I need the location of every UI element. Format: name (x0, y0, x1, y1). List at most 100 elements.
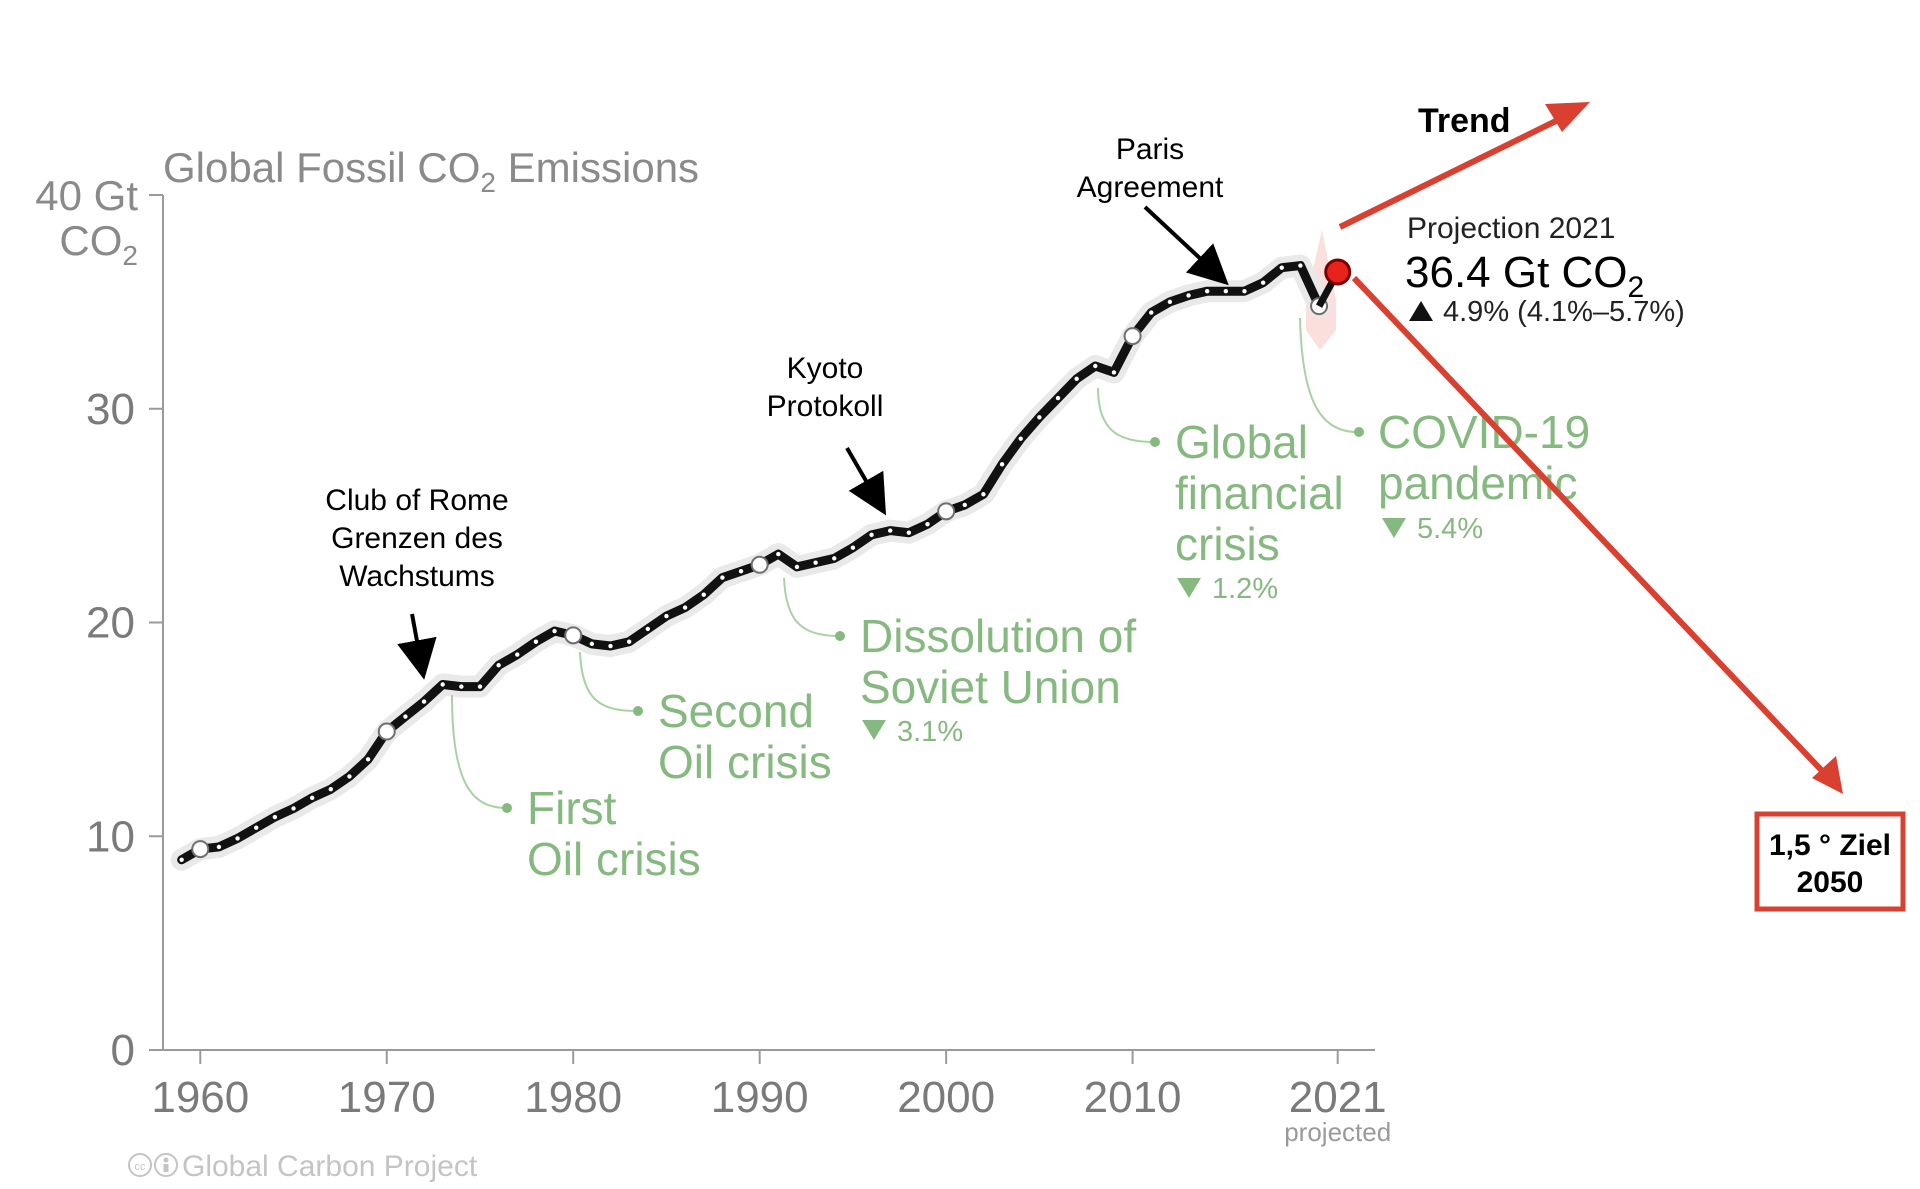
svg-text:Paris: Paris (1116, 133, 1184, 166)
event-second-oil-crisis: Second Oil crisis (579, 651, 832, 788)
event-kyoto: Kyoto Protokoll (767, 352, 887, 516)
year-point (365, 757, 371, 762)
y-tick-label: 20 (86, 599, 135, 648)
year-point (1149, 310, 1154, 315)
year-point (477, 684, 483, 689)
by-icon (154, 1153, 178, 1177)
year-point (254, 825, 259, 830)
event-paris: Paris Agreement (1077, 133, 1229, 286)
year-point (813, 560, 818, 565)
year-point (1204, 288, 1210, 294)
y-tick-label: 10 (86, 812, 135, 861)
covid-decrease-icon (1382, 518, 1406, 538)
event-financial-crisis: Global financial crisis 1.2% (1097, 387, 1344, 605)
event-covid: COVID-19 pandemic 5.4% (1299, 317, 1590, 545)
svg-text:Protokoll: Protokoll (767, 390, 884, 423)
svg-text:Second: Second (658, 685, 814, 737)
projection-label: Projection 2021 (1407, 212, 1615, 245)
year-point (1279, 265, 1284, 270)
event-soviet-union: Dissolution of Soviet Union 3.1% (783, 577, 1136, 748)
year-point (235, 836, 240, 841)
x-tick-label: 2000 (897, 1073, 995, 1122)
cc-icon (128, 1153, 152, 1177)
year-point (906, 530, 912, 535)
year-point (1055, 395, 1061, 401)
year-point (962, 502, 967, 508)
year-point (403, 714, 408, 719)
year-point (328, 787, 334, 792)
svg-text:pandemic: pandemic (1378, 457, 1577, 509)
x-tick-label: 2021 (1289, 1073, 1387, 1122)
x-tick-label: 2010 (1084, 1073, 1182, 1122)
y-ticks: 0 10 20 30 (86, 194, 163, 1075)
soviet-union-decrease-icon (862, 720, 886, 740)
paris-arrow (1143, 205, 1229, 286)
decade-point (564, 626, 583, 645)
year-point (459, 684, 464, 689)
svg-text:First: First (527, 782, 617, 834)
decade-point (1123, 327, 1142, 346)
svg-text:Dissolution of: Dissolution of (860, 610, 1136, 662)
svg-text:2050: 2050 (1797, 866, 1864, 899)
year-point (626, 639, 632, 644)
svg-text:1.2%: 1.2% (1212, 573, 1278, 605)
year-point (925, 521, 930, 527)
svg-text:cc: cc (135, 1161, 147, 1173)
target-arrow (1351, 275, 1843, 794)
year-point (421, 699, 427, 704)
svg-text:Agreement: Agreement (1077, 171, 1224, 204)
year-point (981, 492, 986, 497)
year-point (738, 569, 744, 574)
svg-text:financial: financial (1175, 467, 1344, 519)
projection-change: 4.9% (4.1%–5.7%) (1443, 296, 1685, 328)
year-point (1037, 415, 1042, 420)
chart-title: Global Fossil CO2 Emissions (163, 144, 699, 198)
year-point (869, 532, 874, 538)
x-tick-label: 1980 (524, 1073, 622, 1122)
club-of-rome-arrow (397, 613, 437, 680)
decade-point (377, 722, 396, 741)
year-point (291, 806, 296, 811)
year-point (1074, 376, 1079, 382)
year-point (832, 556, 837, 561)
projection-increase-icon (1409, 301, 1433, 321)
svg-text:Grenzen des: Grenzen des (331, 522, 503, 555)
year-point (179, 857, 184, 862)
year-point (1018, 436, 1023, 441)
year-point (347, 774, 352, 779)
x-tick-note: projected (1284, 1117, 1391, 1147)
svg-text:Kyoto: Kyoto (787, 352, 864, 385)
year-point (440, 682, 445, 687)
year-point (515, 652, 520, 657)
year-point (608, 643, 613, 649)
y-tick-label: 0 (111, 1026, 135, 1075)
x-tick-label: 1990 (711, 1073, 809, 1122)
year-point (1111, 370, 1117, 375)
svg-text:Oil crisis: Oil crisis (658, 736, 832, 788)
year-point (794, 564, 800, 570)
svg-text:5.4%: 5.4% (1417, 513, 1483, 545)
year-point (1260, 280, 1266, 285)
year-point (1242, 288, 1247, 294)
x-tick-label: 1970 (338, 1073, 436, 1122)
svg-text:Club of Rome: Club of Rome (325, 484, 508, 517)
x-tick-label: 1960 (151, 1073, 249, 1122)
svg-text:Wachstums: Wachstums (339, 560, 495, 593)
year-point (272, 814, 278, 820)
year-point (1093, 363, 1098, 369)
year-point (533, 639, 539, 644)
svg-text:Global Carbon Project: Global Carbon Project (182, 1150, 478, 1183)
year-point (1186, 293, 1191, 298)
svg-text:3.1%: 3.1% (897, 716, 963, 748)
svg-text:Soviet Union: Soviet Union (860, 661, 1121, 713)
target-box: 1,5 ° Ziel 2050 (1754, 811, 1906, 912)
credit: cc Global Carbon Project (128, 1150, 478, 1183)
year-point (1223, 288, 1229, 294)
y-axis-label-unit: 40 Gt (35, 172, 138, 219)
year-point (309, 795, 315, 800)
year-point (999, 462, 1005, 467)
year-point (664, 613, 669, 619)
decade-point (937, 502, 956, 521)
